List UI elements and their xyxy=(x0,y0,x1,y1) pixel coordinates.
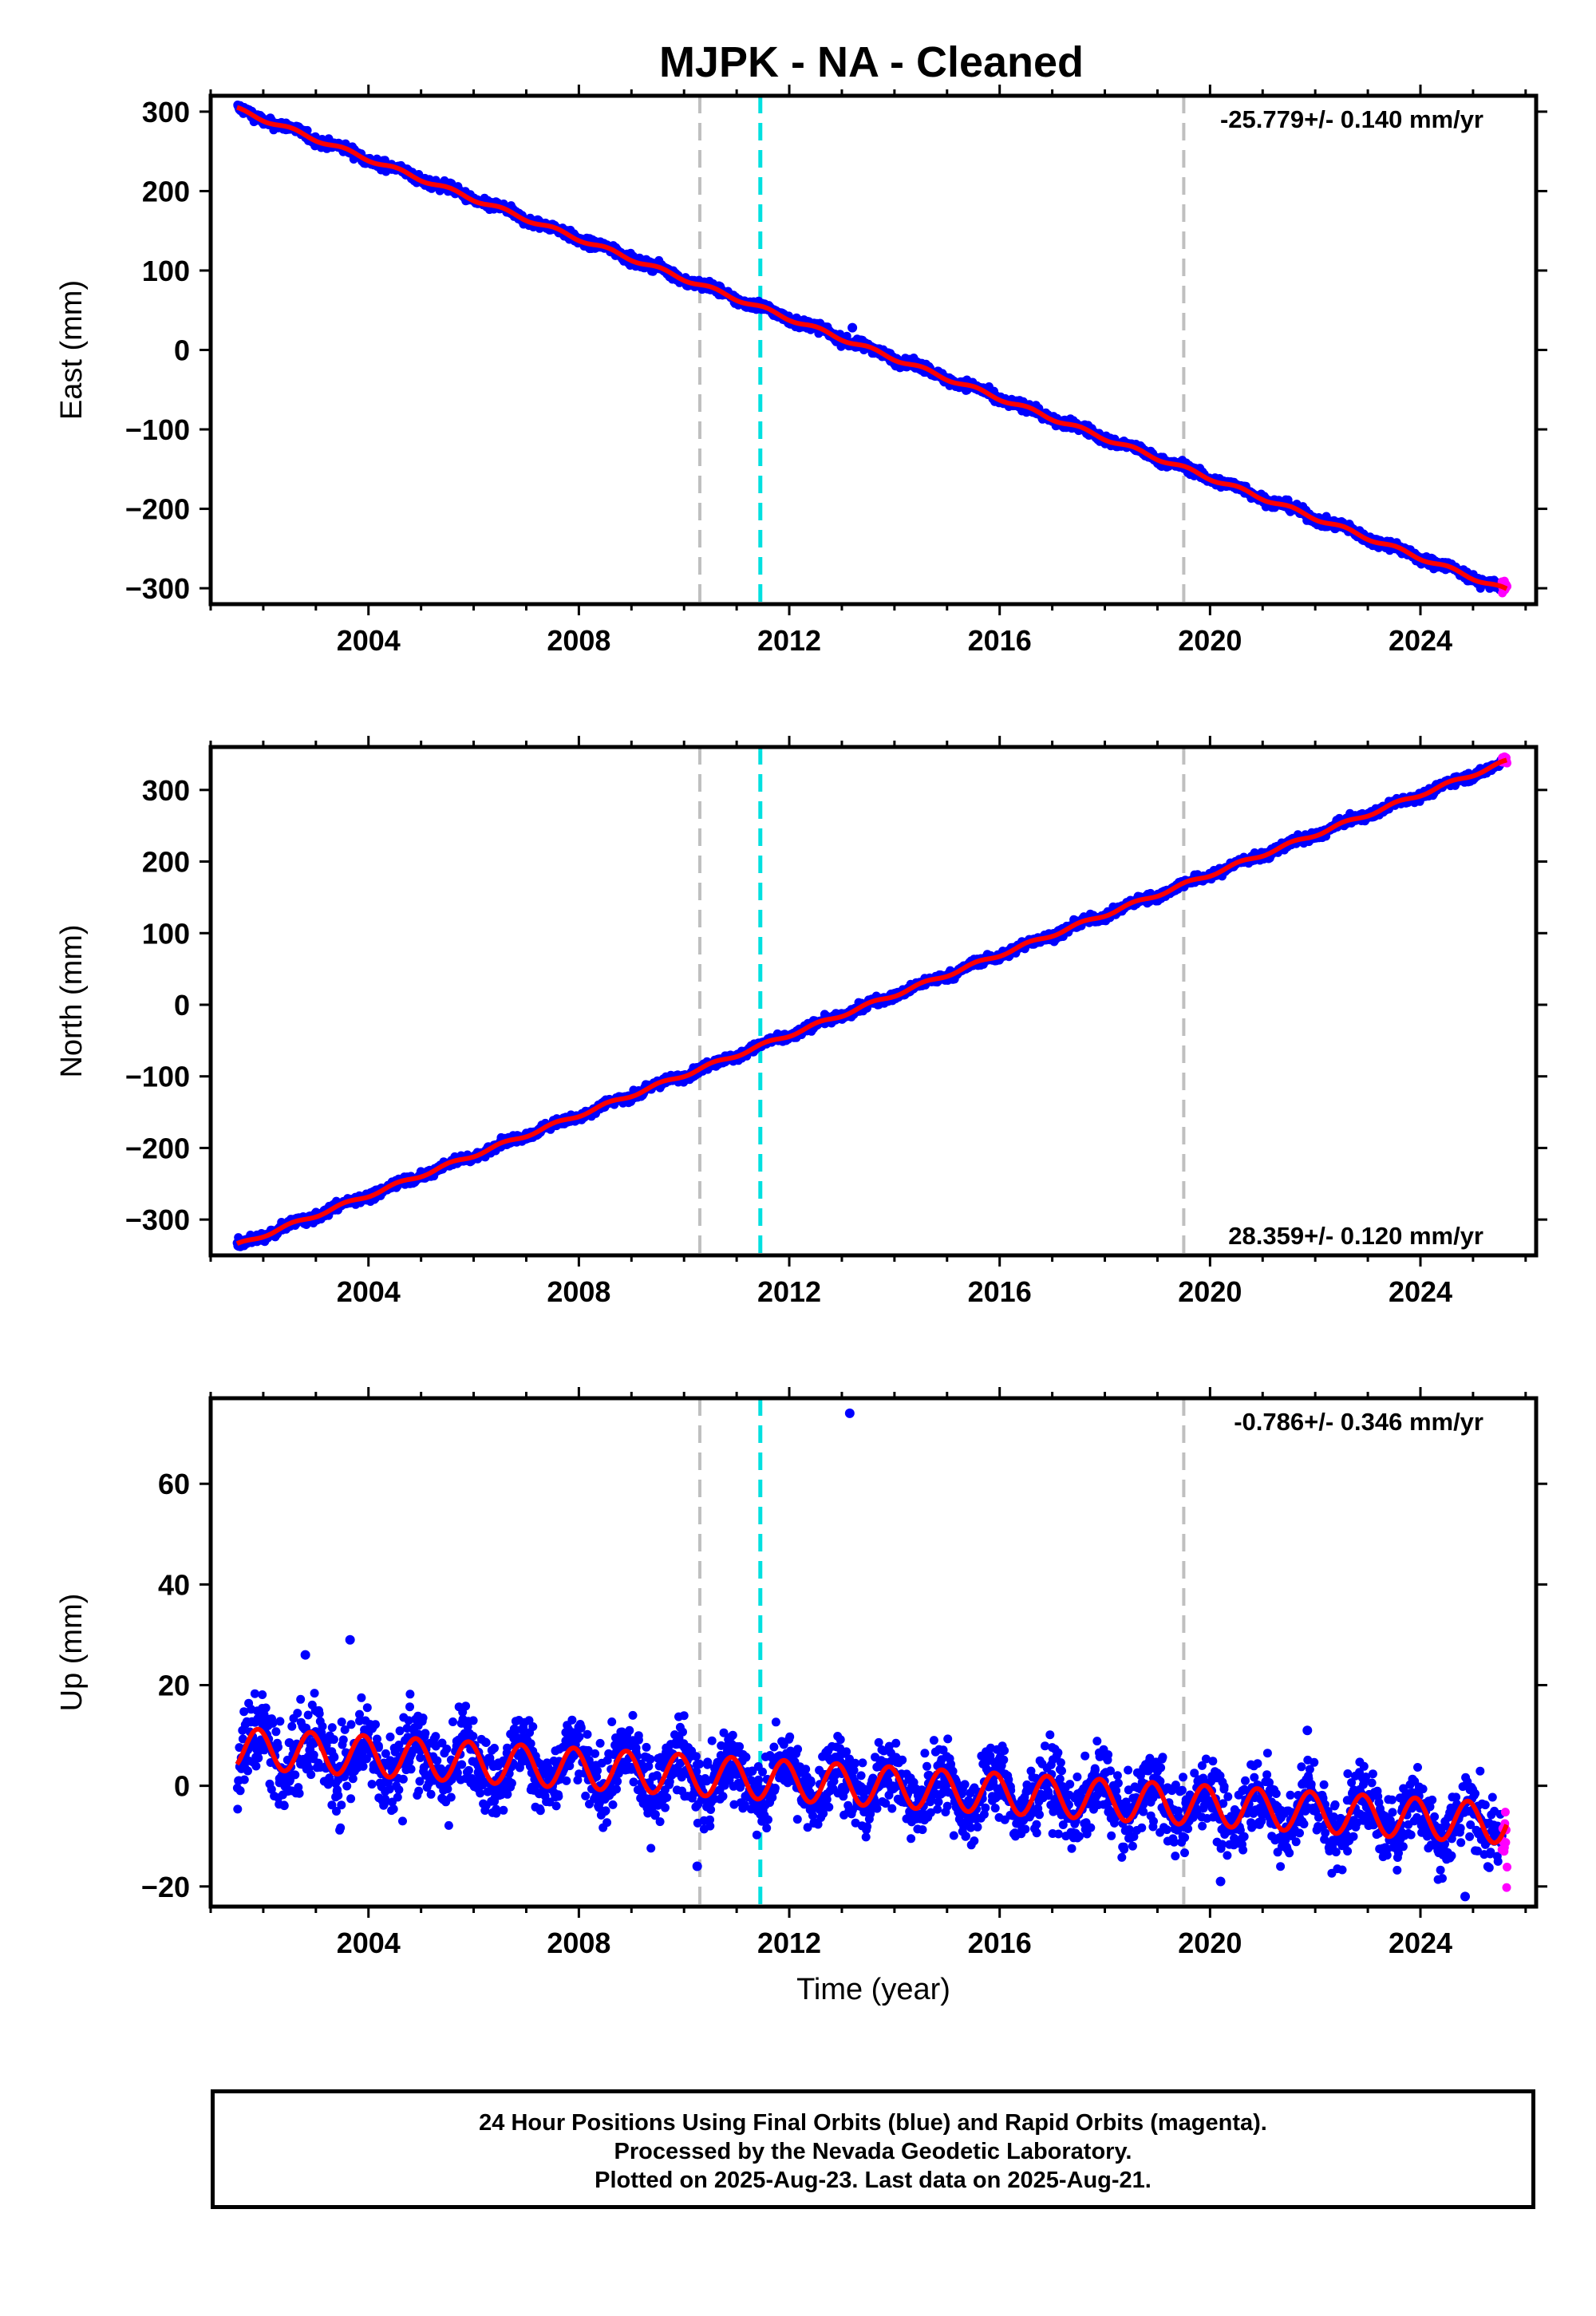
east-ytick-label: −300 xyxy=(125,572,190,605)
east-xtick-label: 2008 xyxy=(547,624,610,657)
east-ytick-label: −100 xyxy=(125,413,190,446)
east-ytick-label: 100 xyxy=(142,255,190,287)
east-xtick-label: 2020 xyxy=(1178,624,1242,657)
east-ytick-label: 0 xyxy=(174,334,190,367)
east-rate-label: -25.779+/- 0.140 mm/yr xyxy=(1220,105,1483,133)
east-xtick-label: 2012 xyxy=(757,624,821,657)
east-ytick-label: −200 xyxy=(125,493,190,526)
east-ylabel: East (mm) xyxy=(55,280,89,420)
east-ytick-label: 200 xyxy=(142,175,190,207)
chart-title: MJPK - NA - Cleaned xyxy=(659,38,1084,86)
panel-east: 2004 2008 2012 2016 2020 2024 −300 −200 −100 0 100… xyxy=(55,85,1547,657)
east-xtick-label: 2024 xyxy=(1389,624,1452,657)
east-ytick-label: 300 xyxy=(142,96,190,128)
east-outlier-0 xyxy=(847,322,858,333)
east-xtick-label: 2004 xyxy=(337,624,401,657)
east-xtick-label: 2016 xyxy=(968,624,1032,657)
east-model-curve xyxy=(236,105,1508,591)
panel-north: 2004 2008 2012 2016 2020 2024−300−200−1000100… xyxy=(55,736,1547,1308)
panels: 2004 2008 2012 2016 2020 2024 −300 −200 −100 0 100… xyxy=(55,85,1547,2006)
